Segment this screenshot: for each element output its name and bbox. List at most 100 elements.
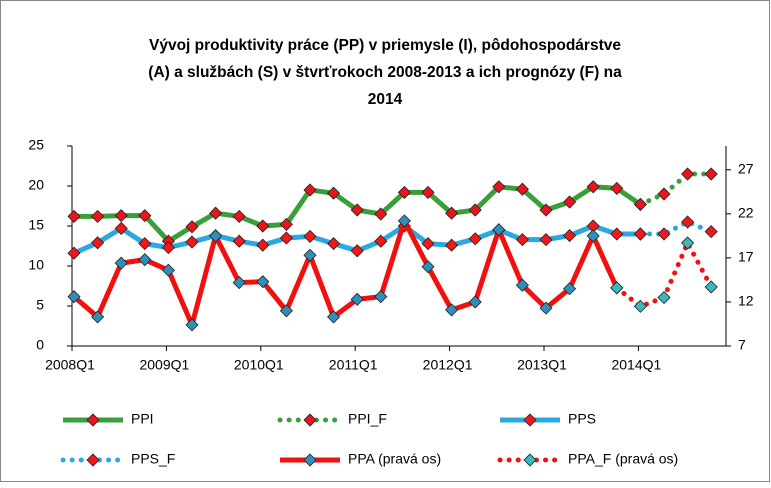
- marker: [445, 206, 459, 220]
- x-tick-label: 2008Q1: [45, 357, 95, 373]
- marker: [303, 183, 317, 197]
- legend-marker: [86, 413, 100, 427]
- y-tick-label: 0: [36, 337, 44, 353]
- marker: [161, 263, 175, 277]
- marker: [91, 310, 105, 324]
- marker: [515, 182, 529, 196]
- marker: [445, 303, 459, 317]
- legend-label: PPS: [568, 411, 596, 427]
- y-tick-label: 5: [36, 297, 44, 313]
- marker: [539, 233, 553, 247]
- marker: [704, 167, 718, 181]
- marker: [256, 219, 270, 233]
- marker: [327, 237, 341, 251]
- marker: [657, 290, 671, 305]
- legend-label: PPS_F: [131, 451, 175, 467]
- x-tick-label: 2010Q1: [234, 357, 284, 373]
- marker: [327, 310, 341, 324]
- marker: [279, 231, 293, 245]
- marker: [91, 236, 105, 250]
- marker: [138, 209, 152, 223]
- y2-tick-label: 12: [738, 293, 754, 309]
- marker: [350, 244, 364, 258]
- marker: [586, 229, 600, 243]
- marker: [91, 209, 105, 223]
- marker: [232, 234, 246, 248]
- marker: [492, 180, 506, 194]
- marker: [563, 282, 577, 296]
- marker: [279, 217, 293, 231]
- marker: [586, 180, 600, 194]
- marker: [374, 234, 388, 248]
- marker: [67, 209, 81, 223]
- marker: [515, 233, 529, 247]
- marker: [232, 275, 246, 290]
- marker: [397, 214, 411, 228]
- marker: [633, 227, 647, 241]
- marker: [492, 223, 506, 237]
- marker: [161, 241, 175, 255]
- marker: [256, 275, 270, 289]
- marker: [468, 203, 482, 217]
- y2-tick-label: 22: [738, 205, 754, 221]
- marker: [445, 238, 459, 252]
- legend-marker: [303, 453, 317, 467]
- legend-label: PPI: [131, 411, 154, 427]
- marker: [610, 281, 624, 295]
- marker: [303, 229, 317, 243]
- chart-title: 2014: [368, 91, 403, 108]
- x-tick-label: 2012Q1: [423, 357, 473, 373]
- x-tick-label: 2013Q1: [517, 357, 567, 373]
- marker: [138, 237, 152, 251]
- marker: [563, 229, 577, 243]
- legend-marker: [303, 413, 317, 427]
- marker: [209, 229, 223, 243]
- marker: [539, 301, 553, 315]
- marker: [681, 236, 695, 250]
- marker: [209, 206, 223, 220]
- marker: [350, 292, 364, 306]
- series-line: [637, 219, 714, 237]
- marker: [374, 290, 388, 304]
- marker: [610, 227, 624, 241]
- y-tick-label: 10: [28, 257, 44, 273]
- y2-tick-label: 27: [738, 160, 754, 176]
- marker: [704, 225, 718, 239]
- legend-marker: [523, 413, 537, 427]
- marker: [704, 280, 718, 294]
- marker: [657, 227, 671, 241]
- x-tick-label: 2011Q1: [329, 357, 378, 373]
- marker: [303, 248, 317, 262]
- y-tick-label: 15: [28, 217, 44, 233]
- marker: [138, 253, 152, 267]
- marker: [468, 295, 482, 309]
- marker: [350, 203, 364, 217]
- marker: [114, 256, 128, 270]
- marker: [421, 185, 435, 199]
- chart-title: Vývoj produktivity práce (PP) v priemysl…: [149, 37, 621, 54]
- marker: [515, 278, 529, 292]
- y2-tick-label: 7: [738, 337, 746, 353]
- marker: [610, 181, 624, 195]
- y-tick-label: 20: [28, 177, 44, 193]
- legend-label: PPA_F (pravá os): [568, 451, 678, 467]
- legend-label: PPI_F: [348, 411, 387, 427]
- marker: [421, 237, 435, 251]
- marker: [421, 260, 435, 274]
- marker: [468, 232, 482, 246]
- marker: [374, 207, 388, 221]
- legend-marker: [523, 453, 537, 467]
- marker: [114, 209, 128, 223]
- y-tick-label: 25: [28, 137, 44, 153]
- chart-title: (A) a službách (S) v štvrťrokoch 2008-20…: [148, 64, 622, 81]
- marker: [185, 220, 199, 234]
- marker: [279, 304, 293, 318]
- x-tick-label: 2009Q1: [139, 357, 189, 373]
- marker: [256, 238, 270, 252]
- marker: [563, 195, 577, 209]
- marker: [67, 246, 81, 260]
- marker: [327, 186, 341, 200]
- marker: [633, 299, 647, 313]
- marker: [185, 318, 199, 332]
